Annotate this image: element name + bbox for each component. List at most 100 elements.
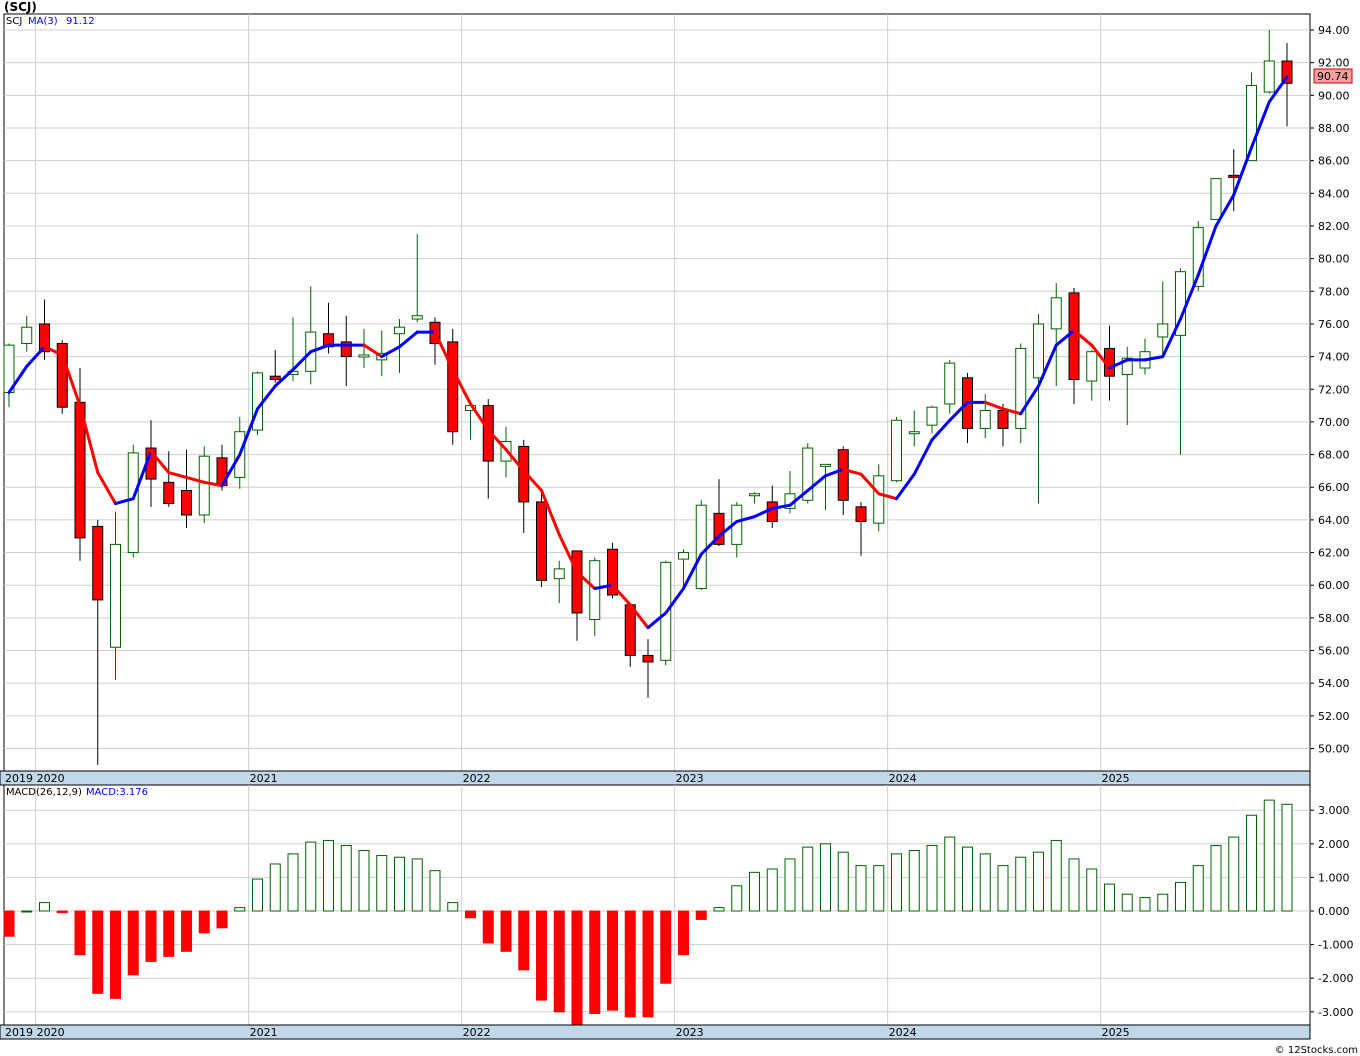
macd-bar [1121,893,1133,912]
ma-segment [522,469,543,492]
candle-body [39,323,50,353]
candle-body [820,463,831,467]
macd-bar [482,910,494,944]
ma-segment [735,515,756,524]
macd-bar [1192,865,1204,912]
candle-body [163,481,175,505]
ma-segment [433,330,455,372]
macd-bar [1104,883,1115,912]
macd-tick-label: 2.000 [1318,838,1350,851]
candle-body [926,406,938,426]
macd-bar [784,858,796,912]
ma-segment [1001,407,1023,416]
ma-segment [398,330,419,349]
chart-title: (SCJ) [4,0,37,14]
candle-body [589,560,601,620]
ma-segment [149,449,171,475]
macd-tick-label: -2.000 [1318,972,1353,985]
ma-segment [753,506,774,519]
price-tick-label: 92.00 [1318,57,1350,70]
macd-bar [252,878,263,912]
ma-segment [841,467,863,476]
ma-segment [238,407,259,457]
ma-segment [611,583,632,607]
macd-bar [465,910,476,919]
ma-segment [1161,317,1182,359]
macd-bar [287,853,299,912]
price-tick-label: 80.00 [1318,253,1350,266]
candle-body [1210,178,1222,220]
ma-segment [717,520,739,538]
macd-bar [979,853,991,912]
macd-bar [21,910,33,913]
ma-segment [593,583,614,590]
price-tick-label: 56.00 [1318,645,1350,658]
macd-tick-label: 0.000 [1318,905,1350,918]
candle-body [1015,347,1027,429]
ma-segment [948,400,969,422]
ma-segment [682,552,703,590]
candle-body [127,452,139,554]
macd-bar [1068,858,1080,912]
ma-segment [806,474,827,492]
ma-segment [540,488,561,537]
macd-bar [447,902,459,912]
candle-body [1033,323,1044,379]
candle-body [873,475,885,524]
x-year-label: 2023 [676,1026,704,1039]
macd-bar [536,910,547,1001]
macd-bar [92,910,104,994]
price-panel [3,13,1311,772]
macd-bar [1050,839,1062,912]
ma-segment [185,475,206,484]
price-grid [4,14,1310,771]
price-tick-label: 60.00 [1318,579,1350,592]
macd-bar [1033,851,1044,912]
ma-segment [7,364,29,395]
ma-segment [43,345,64,357]
macd-bar [3,910,15,937]
macd-bar [695,910,707,920]
macd-bar [802,846,814,912]
candle-body [713,512,725,545]
ma-segment [131,449,153,501]
ma-segment [1108,358,1129,370]
macd-bar [891,853,902,912]
macd-bar [642,910,654,1018]
ma-segment [557,533,579,574]
ma-segment [273,368,295,388]
macd-bar [340,844,352,912]
macd-bar [110,910,121,999]
candle-body [607,548,618,596]
macd-bar [766,868,778,912]
ma-segment [60,353,82,408]
candle-body [855,506,867,523]
candle-body [340,341,352,358]
ma-segment [1090,343,1111,370]
macd-bar [234,907,246,912]
ma-segment [1019,384,1040,416]
price-tick-label: 58.00 [1318,612,1350,625]
macd-bar [1157,893,1169,912]
macd-bar [39,902,50,912]
macd-bar [749,871,760,912]
ma-segment [1214,193,1236,228]
macd-bar [323,839,334,912]
price-tick-label: 84.00 [1318,187,1350,200]
ma-segment [291,350,313,372]
ma-segment [646,611,668,630]
candle-body [269,375,281,380]
x-year-label: 2021 [250,1026,278,1039]
ma-segment [1143,355,1165,362]
ma-segment [362,343,384,359]
macd-x-axis-band [0,1024,1311,1040]
price-tick-label: 72.00 [1318,383,1350,396]
macd-y-axis: 3.000 2.000 1.000 0.000 -1.000 -2.000 -3.000 [1310,804,1353,1019]
price-x-axis: 2019 2020 2021 2022 2023 2024 2025 [5,772,1130,785]
macd-bars [3,799,1293,1026]
candle-body [411,315,423,320]
ma-segment [309,343,330,354]
ma-value: 91.12 [66,16,95,27]
ma-segment [469,402,490,432]
